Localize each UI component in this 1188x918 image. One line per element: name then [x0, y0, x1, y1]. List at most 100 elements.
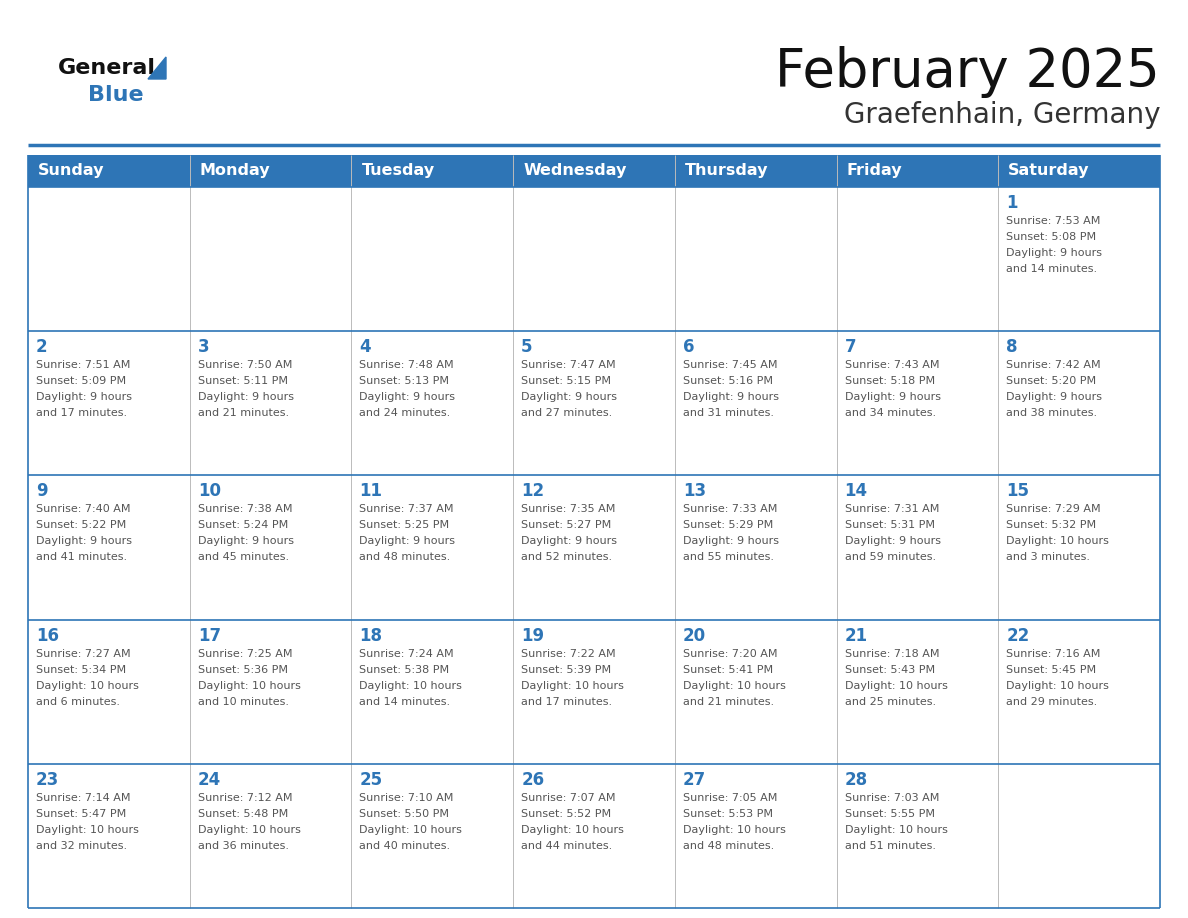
Text: Daylight: 10 hours: Daylight: 10 hours — [1006, 536, 1110, 546]
Text: 19: 19 — [522, 627, 544, 644]
Text: February 2025: February 2025 — [776, 46, 1159, 98]
Text: Sunset: 5:18 PM: Sunset: 5:18 PM — [845, 376, 935, 386]
Text: Sunset: 5:41 PM: Sunset: 5:41 PM — [683, 665, 773, 675]
Text: 9: 9 — [36, 482, 48, 500]
Text: Daylight: 9 hours: Daylight: 9 hours — [1006, 392, 1102, 402]
Text: and 24 minutes.: and 24 minutes. — [360, 409, 450, 419]
Text: Friday: Friday — [847, 163, 902, 178]
Text: Sunrise: 7:24 AM: Sunrise: 7:24 AM — [360, 649, 454, 658]
Text: 13: 13 — [683, 482, 706, 500]
Text: and 51 minutes.: and 51 minutes. — [845, 841, 936, 851]
Text: Tuesday: Tuesday — [361, 163, 435, 178]
Text: Sunset: 5:24 PM: Sunset: 5:24 PM — [197, 521, 287, 531]
Text: Sunset: 5:34 PM: Sunset: 5:34 PM — [36, 665, 126, 675]
Text: and 32 minutes.: and 32 minutes. — [36, 841, 127, 851]
Text: Sunset: 5:15 PM: Sunset: 5:15 PM — [522, 376, 611, 386]
Text: Sunset: 5:29 PM: Sunset: 5:29 PM — [683, 521, 773, 531]
Text: Sunset: 5:08 PM: Sunset: 5:08 PM — [1006, 232, 1097, 242]
Text: and 48 minutes.: and 48 minutes. — [683, 841, 775, 851]
Text: Daylight: 9 hours: Daylight: 9 hours — [36, 536, 132, 546]
Text: Daylight: 9 hours: Daylight: 9 hours — [683, 392, 779, 402]
Text: Sunset: 5:22 PM: Sunset: 5:22 PM — [36, 521, 126, 531]
Text: 2: 2 — [36, 338, 48, 356]
Text: Daylight: 10 hours: Daylight: 10 hours — [845, 680, 948, 690]
Text: Sunset: 5:48 PM: Sunset: 5:48 PM — [197, 809, 287, 819]
Text: and 45 minutes.: and 45 minutes. — [197, 553, 289, 563]
Text: Daylight: 10 hours: Daylight: 10 hours — [683, 824, 785, 834]
Text: Sunset: 5:20 PM: Sunset: 5:20 PM — [1006, 376, 1097, 386]
Text: 25: 25 — [360, 771, 383, 789]
Text: Sunset: 5:36 PM: Sunset: 5:36 PM — [197, 665, 287, 675]
Text: Daylight: 10 hours: Daylight: 10 hours — [36, 680, 139, 690]
Text: and 10 minutes.: and 10 minutes. — [197, 697, 289, 707]
Text: Daylight: 10 hours: Daylight: 10 hours — [522, 824, 624, 834]
Text: Sunset: 5:39 PM: Sunset: 5:39 PM — [522, 665, 612, 675]
Text: 14: 14 — [845, 482, 867, 500]
Text: 4: 4 — [360, 338, 371, 356]
Text: Sunrise: 7:05 AM: Sunrise: 7:05 AM — [683, 793, 777, 803]
Text: Sunrise: 7:42 AM: Sunrise: 7:42 AM — [1006, 360, 1101, 370]
Text: Daylight: 10 hours: Daylight: 10 hours — [360, 680, 462, 690]
Text: Sunset: 5:09 PM: Sunset: 5:09 PM — [36, 376, 126, 386]
Text: and 44 minutes.: and 44 minutes. — [522, 841, 612, 851]
Text: 11: 11 — [360, 482, 383, 500]
Text: Sunrise: 7:47 AM: Sunrise: 7:47 AM — [522, 360, 615, 370]
Text: and 21 minutes.: and 21 minutes. — [683, 697, 775, 707]
Text: Sunrise: 7:48 AM: Sunrise: 7:48 AM — [360, 360, 454, 370]
Text: 16: 16 — [36, 627, 59, 644]
Text: Sunrise: 7:27 AM: Sunrise: 7:27 AM — [36, 649, 131, 658]
Text: Daylight: 10 hours: Daylight: 10 hours — [683, 680, 785, 690]
Text: Sunset: 5:31 PM: Sunset: 5:31 PM — [845, 521, 935, 531]
Polygon shape — [148, 57, 166, 79]
Text: Sunset: 5:25 PM: Sunset: 5:25 PM — [360, 521, 449, 531]
Text: and 29 minutes.: and 29 minutes. — [1006, 697, 1098, 707]
Text: Daylight: 10 hours: Daylight: 10 hours — [845, 824, 948, 834]
Text: Daylight: 9 hours: Daylight: 9 hours — [197, 536, 293, 546]
Text: Daylight: 9 hours: Daylight: 9 hours — [683, 536, 779, 546]
Text: Daylight: 10 hours: Daylight: 10 hours — [522, 680, 624, 690]
Text: Sunset: 5:11 PM: Sunset: 5:11 PM — [197, 376, 287, 386]
Text: and 27 minutes.: and 27 minutes. — [522, 409, 612, 419]
Text: 27: 27 — [683, 771, 706, 789]
Text: Daylight: 10 hours: Daylight: 10 hours — [197, 824, 301, 834]
Text: Sunrise: 7:10 AM: Sunrise: 7:10 AM — [360, 793, 454, 803]
Text: and 31 minutes.: and 31 minutes. — [683, 409, 773, 419]
Text: Daylight: 10 hours: Daylight: 10 hours — [197, 680, 301, 690]
Text: Sunday: Sunday — [38, 163, 105, 178]
Text: and 34 minutes.: and 34 minutes. — [845, 409, 936, 419]
Text: Sunrise: 7:20 AM: Sunrise: 7:20 AM — [683, 649, 777, 658]
Text: Sunrise: 7:22 AM: Sunrise: 7:22 AM — [522, 649, 615, 658]
Text: Daylight: 9 hours: Daylight: 9 hours — [197, 392, 293, 402]
Text: and 52 minutes.: and 52 minutes. — [522, 553, 612, 563]
Text: Monday: Monday — [200, 163, 271, 178]
Text: and 17 minutes.: and 17 minutes. — [522, 697, 612, 707]
Text: Sunrise: 7:45 AM: Sunrise: 7:45 AM — [683, 360, 777, 370]
Text: Sunset: 5:50 PM: Sunset: 5:50 PM — [360, 809, 449, 819]
Text: Sunset: 5:16 PM: Sunset: 5:16 PM — [683, 376, 773, 386]
Text: 10: 10 — [197, 482, 221, 500]
Bar — [29, 331, 1159, 476]
Text: 12: 12 — [522, 482, 544, 500]
Text: Sunrise: 7:33 AM: Sunrise: 7:33 AM — [683, 504, 777, 514]
Text: 20: 20 — [683, 627, 706, 644]
Text: Sunrise: 7:38 AM: Sunrise: 7:38 AM — [197, 504, 292, 514]
Text: Sunrise: 7:18 AM: Sunrise: 7:18 AM — [845, 649, 939, 658]
Text: 1: 1 — [1006, 194, 1018, 212]
Text: and 36 minutes.: and 36 minutes. — [197, 841, 289, 851]
Text: and 21 minutes.: and 21 minutes. — [197, 409, 289, 419]
Text: 23: 23 — [36, 771, 59, 789]
Text: Daylight: 10 hours: Daylight: 10 hours — [36, 824, 139, 834]
Text: Thursday: Thursday — [684, 163, 769, 178]
Text: Daylight: 10 hours: Daylight: 10 hours — [360, 824, 462, 834]
Text: 6: 6 — [683, 338, 694, 356]
Text: 26: 26 — [522, 771, 544, 789]
Text: Sunset: 5:43 PM: Sunset: 5:43 PM — [845, 665, 935, 675]
Text: Daylight: 9 hours: Daylight: 9 hours — [36, 392, 132, 402]
Text: 28: 28 — [845, 771, 867, 789]
Bar — [29, 155, 1159, 187]
Text: General: General — [58, 58, 156, 78]
Text: Sunset: 5:52 PM: Sunset: 5:52 PM — [522, 809, 612, 819]
Text: Sunset: 5:55 PM: Sunset: 5:55 PM — [845, 809, 935, 819]
Bar — [29, 187, 1159, 331]
Text: Graefenhain, Germany: Graefenhain, Germany — [843, 101, 1159, 129]
